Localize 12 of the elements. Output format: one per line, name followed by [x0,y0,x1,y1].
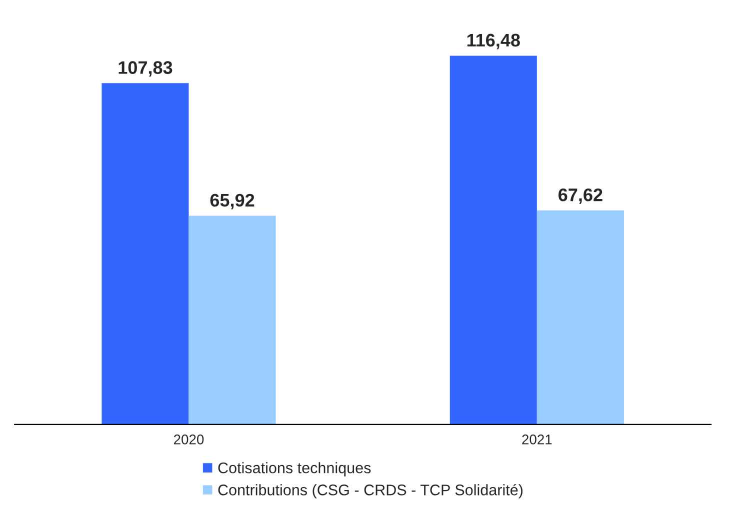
bar [536,210,624,424]
data-label: 107,83 [118,61,172,77]
bar [188,216,276,424]
data-label: 116,48 [467,34,520,50]
x-tick-label: 2021 [522,434,552,444]
bar [450,56,537,424]
data-label: 65,92 [210,194,254,210]
data-label: 67,62 [558,188,602,204]
legend-label: Contributions (CSG - CRDS - TCP Solidarité) [218,484,523,498]
legend-label: Cotisations techniques [218,462,371,476]
x-tick-label: 2020 [174,434,204,444]
bar [102,83,189,424]
